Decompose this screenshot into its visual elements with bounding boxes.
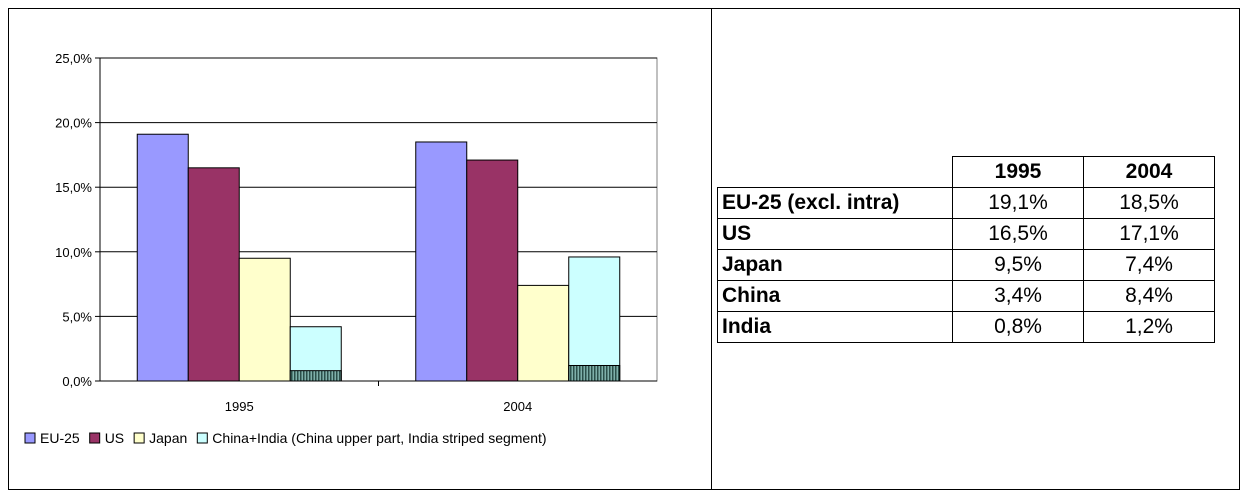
data-table: 1995 2004 EU-25 (excl. intra) 19,1% 18,5… xyxy=(717,156,1215,343)
y-tick-label: 10,0% xyxy=(55,245,92,260)
table-row: Japan 9,5% 7,4% xyxy=(717,249,1215,281)
table-header-row: 1995 2004 xyxy=(717,156,1215,188)
table-header-corner xyxy=(717,156,953,188)
legend-swatch xyxy=(196,432,208,444)
table-cell: 3,4% xyxy=(952,280,1084,312)
bar-japan-2004 xyxy=(517,284,570,382)
table-row-label: Japan xyxy=(717,249,953,281)
table-row-label: China xyxy=(717,280,953,312)
legend-label: Japan xyxy=(149,430,187,446)
legend-swatch xyxy=(133,432,145,444)
bar-india-segment-1995 xyxy=(289,370,342,382)
bar-china-india-2004 xyxy=(568,256,621,382)
bar-chart: 0,0% 5,0% 10,0% 15,0% 20,0% 25,0% 1995 2004 EU… xyxy=(24,51,658,446)
bar-japan-1995 xyxy=(238,257,291,382)
bar-us-2004 xyxy=(466,159,519,382)
table-header-2004: 2004 xyxy=(1083,156,1215,188)
outer-frame xyxy=(8,8,1240,490)
table-cell: 0,8% xyxy=(952,311,1084,343)
bar-eu-25-2004 xyxy=(415,141,468,382)
table-row: US 16,5% 17,1% xyxy=(717,218,1215,250)
table-row-label: India xyxy=(717,311,953,343)
y-tick-label: 25,0% xyxy=(55,51,92,66)
table-row: China 3,4% 8,4% xyxy=(717,280,1215,312)
table-cell: 16,5% xyxy=(952,218,1084,250)
x-tick-label: 2004 xyxy=(503,399,532,414)
table-row-label: US xyxy=(717,218,953,250)
legend-label: US xyxy=(105,430,124,446)
panel-divider xyxy=(711,8,712,490)
table-cell: 19,1% xyxy=(952,187,1084,219)
bar-eu-25-1995 xyxy=(136,133,189,382)
legend-swatch xyxy=(24,432,36,444)
y-tick-label: 5,0% xyxy=(62,309,92,324)
table-cell: 8,4% xyxy=(1083,280,1215,312)
bar-us-1995 xyxy=(187,167,240,382)
table-cell: 7,4% xyxy=(1083,249,1215,281)
table-header-1995: 1995 xyxy=(952,156,1084,188)
y-tick-label: 0,0% xyxy=(62,374,92,389)
bar-india-segment-2004 xyxy=(568,364,621,382)
legend-label: China+India (China upper part, India str… xyxy=(212,430,546,446)
table-row-label: EU-25 (excl. intra) xyxy=(717,187,953,219)
table-row: India 0,8% 1,2% xyxy=(717,311,1215,343)
table-cell: 17,1% xyxy=(1083,218,1215,250)
data-table-wrap: 1995 2004 EU-25 (excl. intra) 19,1% 18,5… xyxy=(717,156,1215,343)
y-tick-label: 15,0% xyxy=(55,180,92,195)
legend-swatch xyxy=(89,432,101,444)
table-row: EU-25 (excl. intra) 19,1% 18,5% xyxy=(717,187,1215,219)
x-tick-label: 1995 xyxy=(225,399,254,414)
legend-label: EU-25 xyxy=(40,430,80,446)
chart-panel: 0,0% 5,0% 10,0% 15,0% 20,0% 25,0% 1995 2004 EU… xyxy=(9,9,711,489)
table-cell: 9,5% xyxy=(952,249,1084,281)
table-cell: 1,2% xyxy=(1083,311,1215,343)
y-tick-label: 20,0% xyxy=(55,116,92,131)
table-cell: 18,5% xyxy=(1083,187,1215,219)
